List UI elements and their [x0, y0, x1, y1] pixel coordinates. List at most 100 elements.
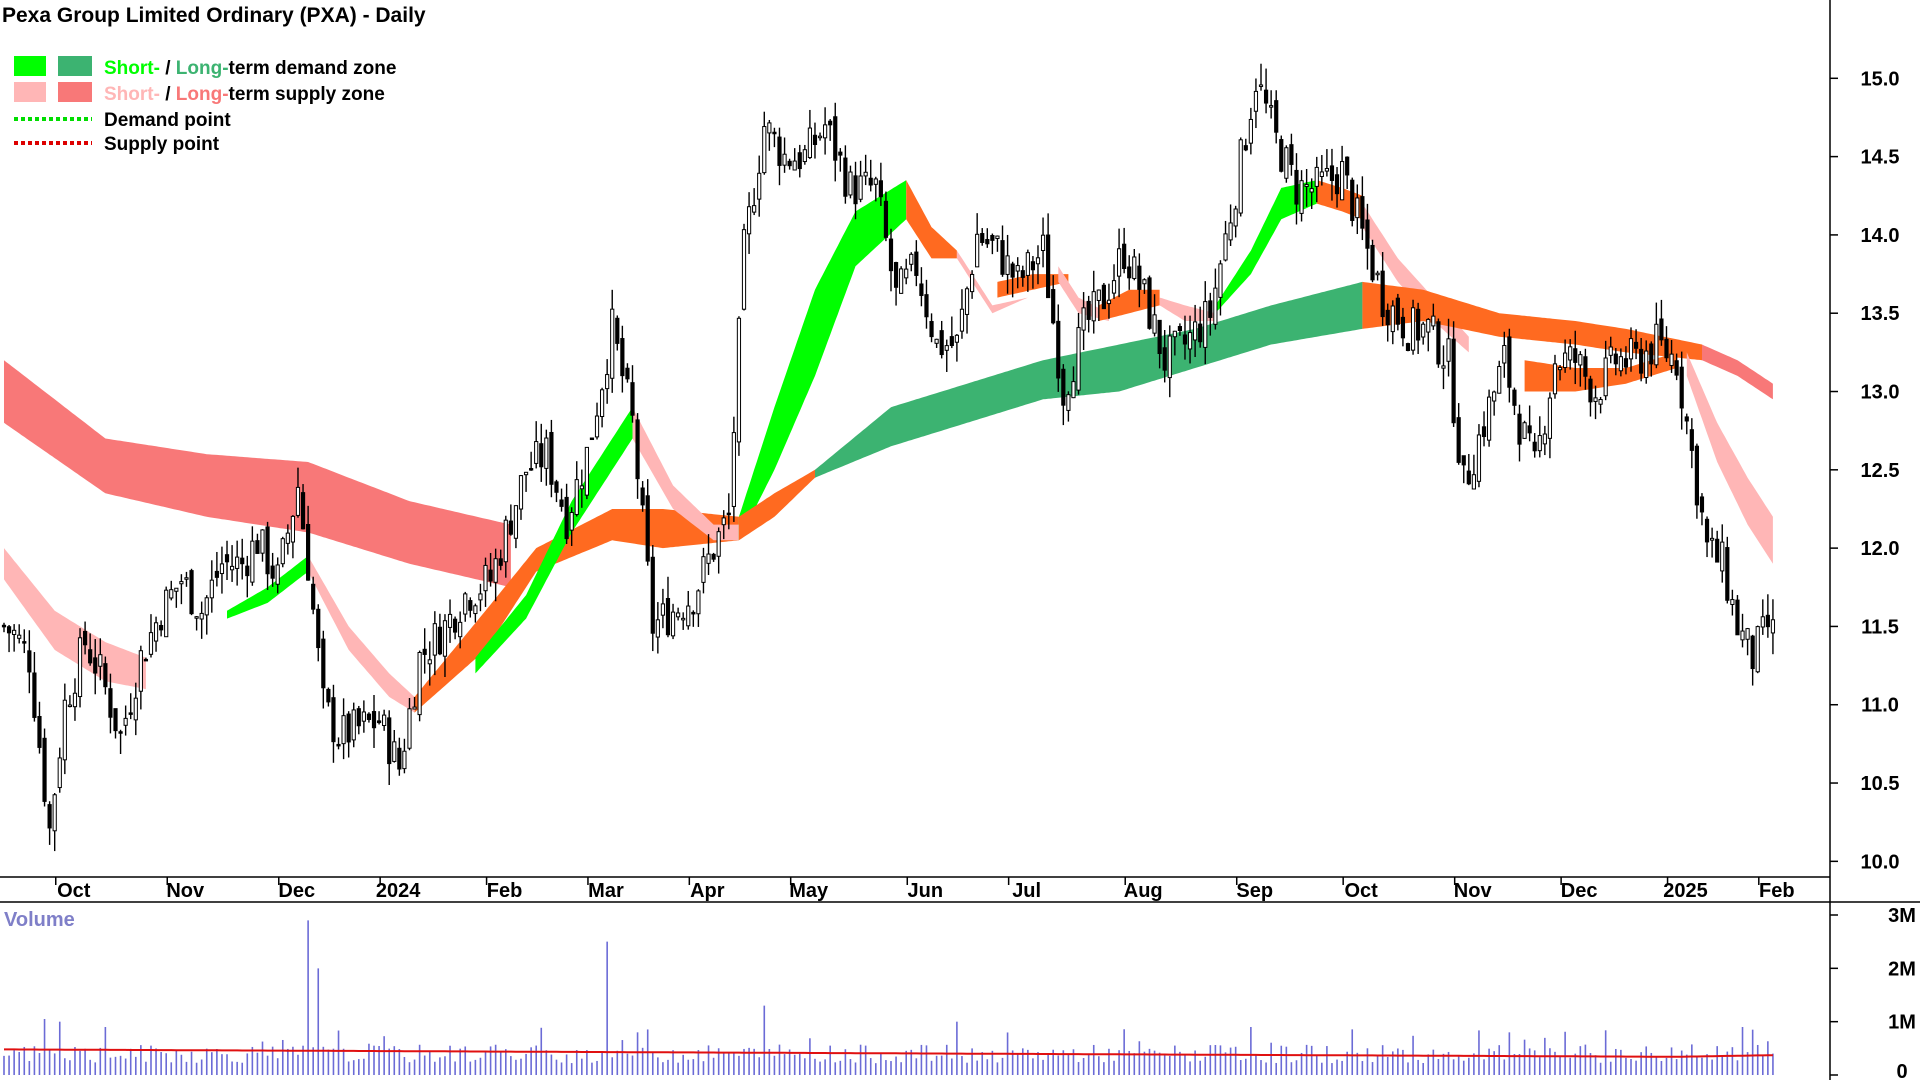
candle-body — [1588, 378, 1593, 403]
candle-body — [1735, 599, 1740, 636]
candle-body — [625, 367, 630, 380]
candle-body — [123, 717, 128, 726]
volume-axis-ticks: 3M 2M 1M 0 — [1830, 905, 1916, 1080]
candle-body — [904, 268, 909, 279]
candle-body — [189, 570, 194, 615]
candle-body — [539, 443, 544, 468]
candle-body — [1421, 323, 1426, 338]
candle-body — [1654, 323, 1659, 366]
candle-body — [503, 519, 508, 563]
candle-body — [397, 747, 402, 770]
candle-body — [635, 419, 640, 480]
candle-body — [985, 239, 990, 245]
candle-body — [1025, 252, 1030, 276]
candle-body — [706, 553, 711, 564]
candle-body — [1481, 426, 1487, 438]
x-tick-label: Feb — [487, 880, 523, 902]
candle-body — [1233, 208, 1238, 227]
candle-body — [787, 160, 792, 167]
candle-body — [711, 553, 716, 560]
x-tick-label: 2025 — [1663, 880, 1708, 902]
candle-body — [1502, 345, 1507, 364]
candle-body — [640, 487, 645, 506]
candle-body — [1086, 300, 1091, 320]
candle-body — [1309, 188, 1314, 193]
candle-body — [285, 532, 290, 544]
candle-body — [1213, 287, 1218, 325]
candle-body — [1679, 366, 1684, 409]
candle-body — [1416, 308, 1421, 341]
candle-body — [1532, 441, 1537, 452]
candle-body — [1486, 396, 1492, 441]
zone-short-mixed-aug — [1098, 289, 1160, 321]
zone-short-supply-late — [1686, 352, 1773, 564]
candle-body — [995, 235, 1000, 239]
candle-body — [1345, 156, 1350, 176]
candle-body — [1238, 139, 1243, 214]
candle-body — [1132, 256, 1137, 279]
legend-demand-long: Long- — [176, 58, 229, 79]
candle-body — [290, 515, 296, 543]
zone-short-mixed-dec — [1524, 352, 1677, 392]
candle-body — [1304, 184, 1309, 187]
candle-body — [280, 538, 285, 565]
candle-body — [463, 593, 468, 615]
candle-body — [655, 619, 660, 638]
candle-body — [1674, 360, 1679, 376]
candle-body — [939, 330, 944, 356]
candle-body — [336, 743, 341, 747]
candle-body — [1269, 105, 1274, 108]
candle-body — [12, 629, 17, 636]
candle-body — [893, 262, 899, 288]
candle-body — [534, 441, 539, 464]
x-tick-label: Nov — [166, 880, 205, 902]
candle-body — [47, 804, 52, 829]
candle-body — [1162, 347, 1167, 371]
candle-body — [873, 178, 878, 185]
candle-body — [523, 471, 529, 476]
candle-body — [407, 708, 412, 749]
candle-body — [772, 131, 777, 135]
candle-body — [630, 382, 635, 416]
candle-body — [1760, 616, 1765, 628]
legend-demand-sep: / — [160, 58, 176, 79]
candle-body — [660, 603, 666, 616]
candle-body — [726, 512, 731, 516]
candle-body — [1740, 630, 1745, 641]
candle-body — [518, 475, 524, 510]
chart-title: Pexa Group Limited Ordinary (PXA) - Dail… — [2, 4, 426, 27]
x-tick-label: Sep — [1236, 880, 1273, 902]
candle-body — [1248, 118, 1253, 144]
candle-body — [1649, 343, 1654, 365]
candle-body — [437, 626, 442, 655]
candle-body — [199, 612, 204, 620]
candle-body — [1340, 161, 1345, 201]
candle-body — [676, 612, 681, 618]
candle-body — [265, 526, 270, 575]
candle-body — [1659, 318, 1664, 341]
candle-body — [447, 613, 453, 628]
candle-body — [235, 556, 240, 569]
candle-body — [118, 731, 123, 734]
candle-body — [964, 288, 970, 315]
candle-body — [1745, 628, 1750, 640]
candle-body — [863, 171, 868, 177]
candle-body — [1253, 90, 1259, 112]
candle-body — [899, 268, 904, 294]
zone-short-demand-sep — [1215, 180, 1317, 314]
candle-body — [1730, 599, 1735, 605]
candle-body — [1618, 356, 1623, 372]
zone-short-demand-mar — [475, 407, 633, 674]
candle-body — [371, 711, 377, 729]
candle-body — [300, 492, 306, 530]
candle-body — [62, 699, 67, 761]
zone-long-mixed-may — [738, 469, 815, 541]
candle-body — [184, 577, 189, 580]
volume-label: Volume — [4, 909, 75, 931]
candle-body — [88, 649, 93, 664]
zone-short-supply-jan — [308, 556, 415, 713]
candle-body — [42, 737, 47, 802]
candle-body — [944, 345, 949, 351]
y-tick-label: 12.0 — [1861, 538, 1900, 560]
